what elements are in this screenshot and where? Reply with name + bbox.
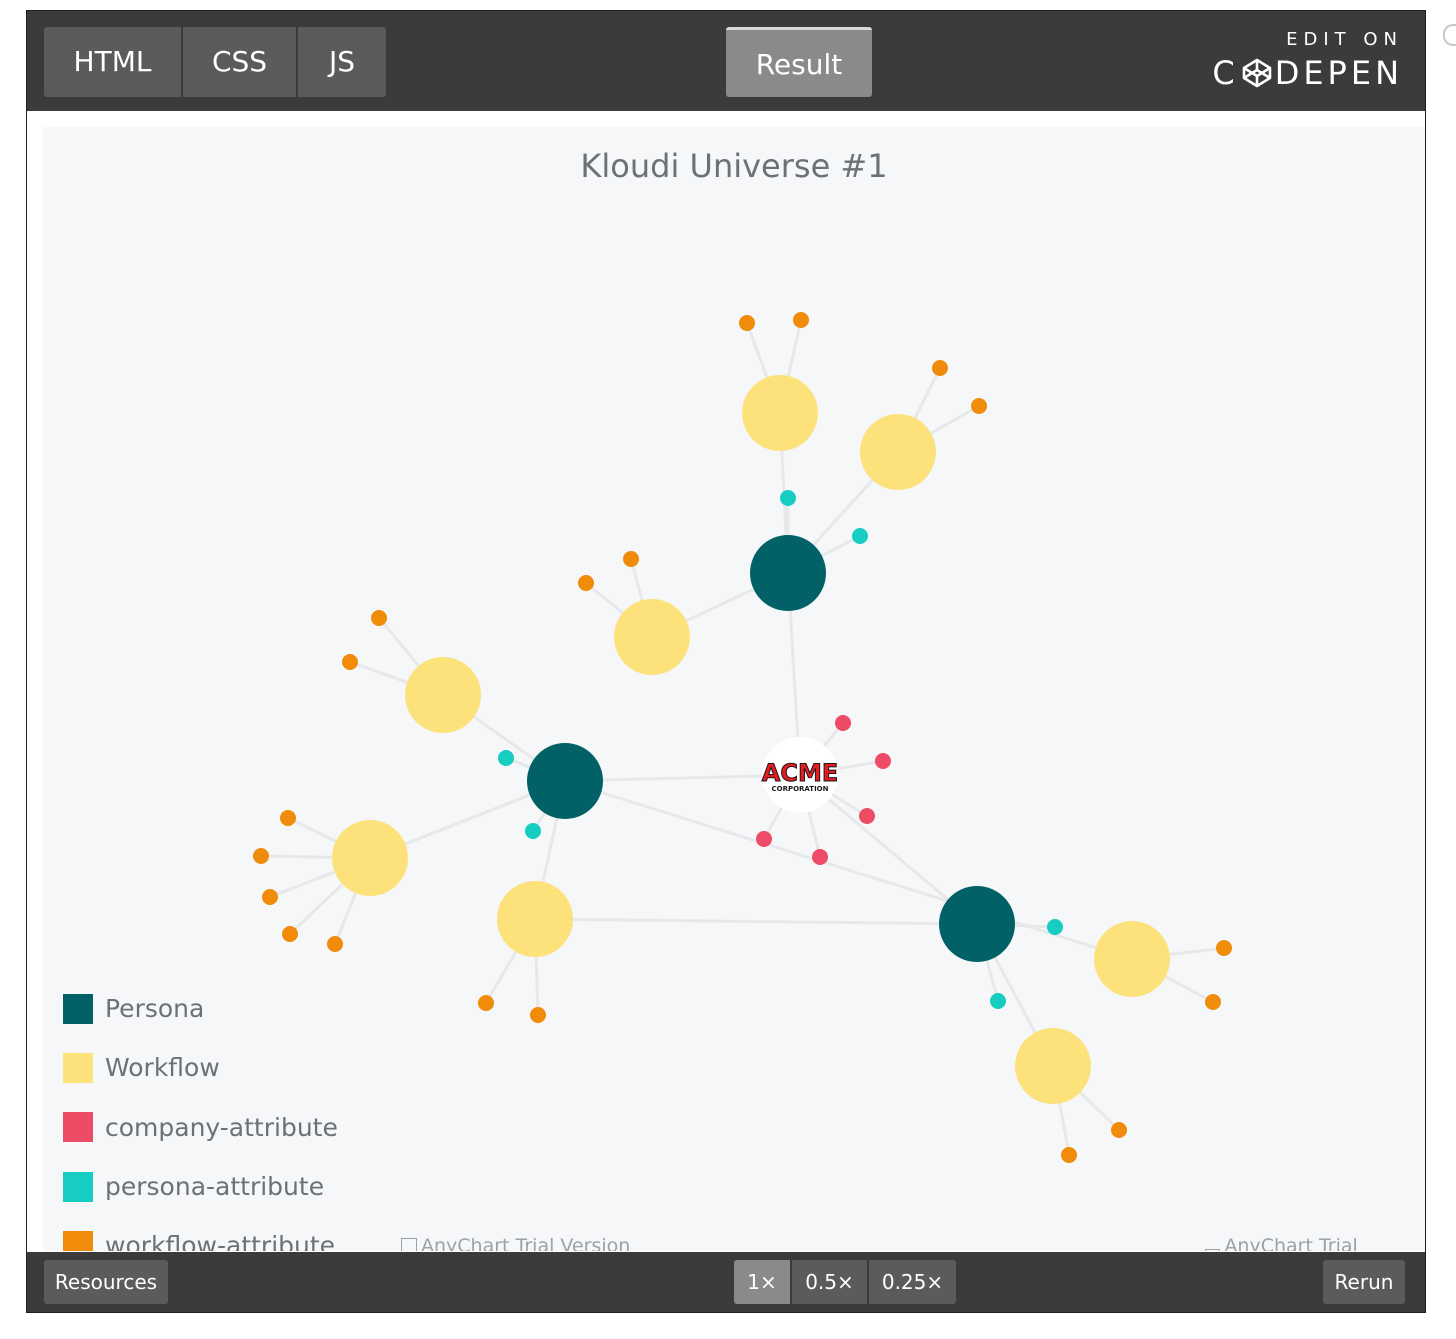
codepen-logo-c: C: [1212, 54, 1239, 92]
graph-node-workflow-attribute[interactable]: [1205, 994, 1221, 1010]
graph-node-workflow-attribute[interactable]: [282, 926, 298, 942]
chart-icon: [1205, 1249, 1221, 1251]
legend-label: workflow-attribute: [105, 1231, 336, 1251]
zoom-0-25x-button[interactable]: 0.25×: [869, 1260, 956, 1304]
codepen-logo-rest: DEPEN: [1274, 54, 1403, 92]
graph-node-workflow-attribute[interactable]: [530, 1007, 546, 1023]
graph-node-workflow-attribute[interactable]: [262, 889, 278, 905]
graph-node-persona-attribute[interactable]: [498, 750, 514, 766]
tab-result[interactable]: Result: [726, 27, 872, 97]
graph-node-workflow-attribute[interactable]: [342, 654, 358, 670]
top-toolbar: HTML CSS JS Result EDIT ON C DEPEN: [27, 11, 1425, 111]
chart-legend: Persona Workflow company-attribute perso…: [63, 979, 338, 1251]
graph-node-workflow-attribute[interactable]: [578, 575, 594, 591]
graph-node-workflow[interactable]: [405, 657, 481, 733]
graph-edge: [564, 779, 1133, 961]
legend-item-workflow[interactable]: Workflow: [63, 1038, 338, 1097]
legend-item-persona-attribute[interactable]: persona-attribute: [63, 1157, 338, 1216]
codepen-logo: C DEPEN: [1212, 54, 1403, 92]
graph-node-workflow-attribute[interactable]: [739, 315, 755, 331]
graph-node-workflow-attribute[interactable]: [280, 810, 296, 826]
graph-node-workflow-attribute[interactable]: [793, 312, 809, 328]
graph-node-company-attribute[interactable]: [812, 849, 828, 865]
tab-css[interactable]: CSS: [183, 27, 298, 97]
graph-node-workflow-attribute[interactable]: [971, 398, 987, 414]
graph-node-workflow-attribute[interactable]: [1216, 940, 1232, 956]
graph-node-persona[interactable]: [939, 886, 1015, 962]
graph-node-company-attribute[interactable]: [859, 808, 875, 824]
legend-swatch: [63, 1230, 93, 1251]
tab-html[interactable]: HTML: [44, 27, 183, 97]
graph-node-company-attribute[interactable]: [835, 715, 851, 731]
legend-swatch: [63, 1171, 93, 1202]
editor-tabs: HTML CSS JS: [44, 27, 386, 97]
zoom-1x-button[interactable]: 1×: [734, 1260, 792, 1304]
graph-node-persona-attribute[interactable]: [780, 490, 796, 506]
graph-node-workflow-attribute[interactable]: [327, 936, 343, 952]
graph-node-workflow[interactable]: [614, 599, 690, 675]
acme-logo-text: ACME: [762, 759, 838, 787]
legend-label: persona-attribute: [105, 1172, 325, 1202]
watermark-text: AnyChart Trial Version: [421, 1235, 631, 1251]
zoom-controls: 1× 0.5× 0.25×: [734, 1260, 956, 1304]
graph-node-workflow-attribute[interactable]: [1111, 1122, 1127, 1138]
graph-node-persona-attribute[interactable]: [1047, 919, 1063, 935]
legend-item-persona[interactable]: Persona: [63, 979, 338, 1038]
legend-item-company-attribute[interactable]: company-attribute: [63, 1098, 338, 1157]
chart-icon: [401, 1238, 417, 1251]
graph-node-workflow[interactable]: [332, 820, 408, 896]
graph-node-workflow[interactable]: [497, 881, 573, 957]
graph-node-persona-attribute[interactable]: [852, 528, 868, 544]
side-edge-mark: [1443, 24, 1456, 46]
graph-node-company-attribute[interactable]: [875, 753, 891, 769]
graph-node-persona[interactable]: [750, 535, 826, 611]
legend-item-workflow-attribute[interactable]: workflow-attribute: [63, 1216, 338, 1251]
graph-node-workflow-attribute[interactable]: [932, 360, 948, 376]
chart-title: Kloudi Universe #1: [580, 147, 888, 185]
legend-swatch: [63, 993, 93, 1024]
graph-node-workflow[interactable]: [860, 414, 936, 490]
watermark-text: AnyChart Trial Version: [1224, 1235, 1358, 1251]
result-chart-area: Kloudi Universe #1 ACME CORPORATION Perso…: [43, 127, 1425, 1251]
graph-node-persona-attribute[interactable]: [990, 993, 1006, 1009]
graph-node-company-attribute[interactable]: [756, 831, 772, 847]
zoom-0-5x-button[interactable]: 0.5×: [792, 1260, 869, 1304]
bottom-toolbar: Resources 1× 0.5× 0.25× Rerun: [27, 1252, 1425, 1312]
graph-node-workflow-attribute[interactable]: [253, 848, 269, 864]
anychart-watermark-left[interactable]: AnyChart Trial Version: [401, 1235, 630, 1251]
legend-label: Persona: [105, 994, 205, 1024]
legend-label: Workflow: [105, 1053, 220, 1083]
graph-edge: [799, 773, 978, 926]
graph-node-center[interactable]: [762, 737, 838, 813]
codepen-cube-icon: [1242, 58, 1271, 88]
graph-node-workflow-attribute[interactable]: [478, 995, 494, 1011]
graph-edge: [564, 773, 801, 783]
graph-node-workflow[interactable]: [1015, 1028, 1091, 1104]
acme-logo-subtext: CORPORATION: [771, 785, 828, 793]
graph-node-workflow-attribute[interactable]: [1061, 1147, 1077, 1163]
graph-node-workflow[interactable]: [742, 375, 818, 451]
edit-on-label: EDIT ON: [1286, 29, 1403, 50]
graph-edge: [534, 917, 978, 926]
resources-button[interactable]: Resources: [44, 1260, 168, 1304]
rerun-button[interactable]: Rerun: [1323, 1260, 1405, 1304]
legend-swatch: [63, 1112, 93, 1143]
graph-node-workflow[interactable]: [1094, 921, 1170, 997]
graph-node-workflow-attribute[interactable]: [371, 610, 387, 626]
legend-swatch: [63, 1052, 93, 1083]
graph-node-persona[interactable]: [527, 743, 603, 819]
legend-label: company-attribute: [105, 1112, 338, 1142]
graph-node-workflow-attribute[interactable]: [623, 551, 639, 567]
codepen-embed: HTML CSS JS Result EDIT ON C DEPEN: [26, 10, 1426, 1313]
tab-js[interactable]: JS: [298, 27, 386, 97]
edit-on-codepen-link[interactable]: EDIT ON C DEPEN: [1212, 29, 1403, 92]
graph-node-persona-attribute[interactable]: [525, 823, 541, 839]
anychart-watermark-right[interactable]: AnyChart Trial Version: [1205, 1235, 1425, 1251]
